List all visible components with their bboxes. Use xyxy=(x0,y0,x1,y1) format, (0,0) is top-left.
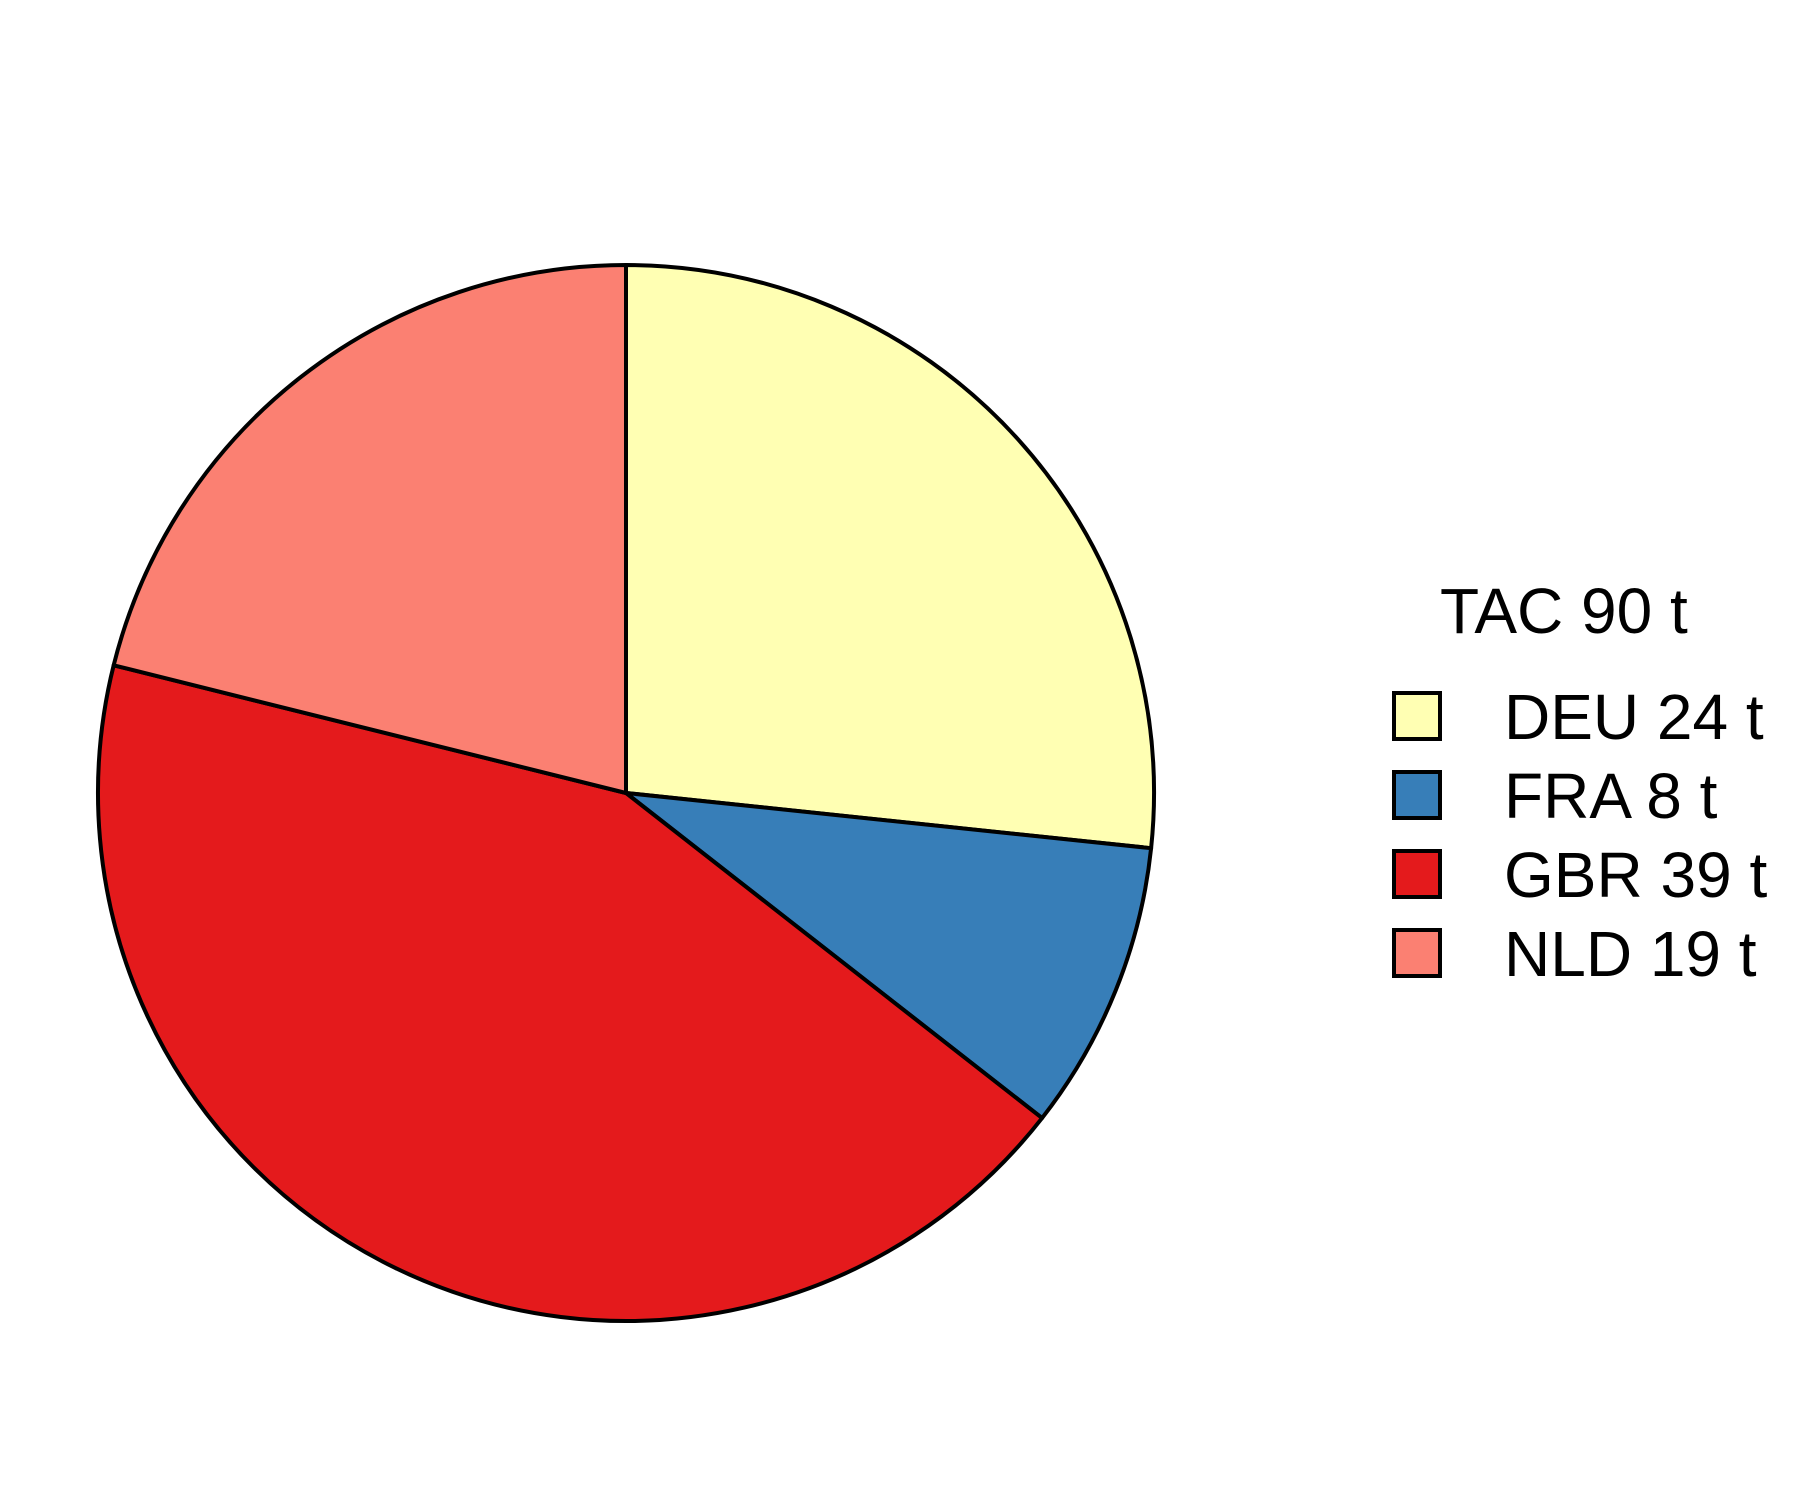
legend-label-nld: NLD 19 t xyxy=(1504,918,1757,990)
pie-slice-nld xyxy=(111,263,628,795)
pie-slices xyxy=(96,263,1157,1323)
legend-swatch-nld xyxy=(1392,928,1442,978)
pie-slice-deu xyxy=(624,263,1157,851)
pie-slice-fra xyxy=(624,791,1154,1121)
legend-swatch-gbr xyxy=(1392,849,1442,899)
legend-swatch-deu xyxy=(1392,691,1442,741)
legend-title: TAC 90 t xyxy=(1440,575,1688,647)
legend-label-fra: FRA 8 t xyxy=(1504,760,1718,832)
legend-label-gbr: GBR 39 t xyxy=(1504,839,1767,911)
legend-label-deu: DEU 24 t xyxy=(1504,681,1764,753)
pie-slice-gbr xyxy=(96,663,1045,1323)
legend-swatch-fra xyxy=(1392,770,1442,820)
